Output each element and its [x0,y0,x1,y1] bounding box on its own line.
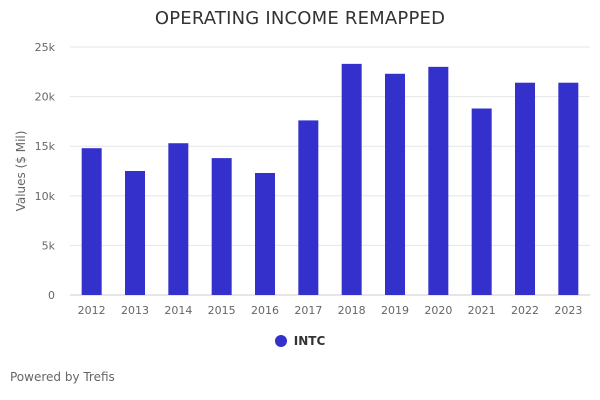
legend-swatch [274,335,287,347]
y-tick-label: 0 [48,289,55,302]
x-tick-label: 2019 [381,304,409,317]
x-axis-ticks: 2012 2013 2014 2015 2016 2017 2018 2019 2020 2021… [78,304,583,317]
legend-label-intc[interactable]: INTC [293,334,326,348]
bar-2015[interactable] [211,158,232,295]
y-tick-label: 20k [35,91,56,104]
bar-2023[interactable] [558,82,579,295]
x-tick-label: 2014 [164,304,192,317]
y-tick-label: 5k [42,239,56,252]
bar-2022[interactable] [515,82,535,295]
y-tick-label: 15k [35,140,56,153]
x-tick-label: 2013 [121,304,149,317]
bar-2020[interactable] [428,66,449,295]
gridlines [70,46,590,296]
legend[interactable]: INTC [0,334,600,348]
bar-2013[interactable] [125,171,145,295]
bar-2019[interactable] [385,73,405,295]
bar-2012[interactable] [81,148,102,295]
x-tick-label: 2017 [294,304,322,317]
x-tick-label: 2016 [251,304,279,317]
x-tick-label: 2020 [424,304,452,317]
x-tick-label: 2018 [338,304,366,317]
y-tick-label: 10k [35,190,56,203]
bar-2017[interactable] [298,120,319,296]
x-tick-label: 2023 [554,304,582,317]
chart-title: OPERATING INCOME REMAPPED [154,8,446,29]
credits[interactable]: Powered by Trefis [10,370,115,384]
bars [81,63,579,296]
x-tick-label: 2015 [208,304,236,317]
y-axis-label: Values ($ Mil) [14,131,28,212]
x-tick-label: 2021 [468,304,496,317]
x-tick-label: 2012 [78,304,106,317]
bar-2021[interactable] [471,108,492,295]
bar-2014[interactable] [168,143,189,295]
bar-2016[interactable] [255,172,275,295]
bar-2018[interactable] [341,63,362,295]
x-tick-label: 2022 [511,304,539,317]
y-tick-label: 25k [35,41,56,54]
y-axis-ticks: 0 5k 10k 15k 20k 25k [35,41,56,302]
